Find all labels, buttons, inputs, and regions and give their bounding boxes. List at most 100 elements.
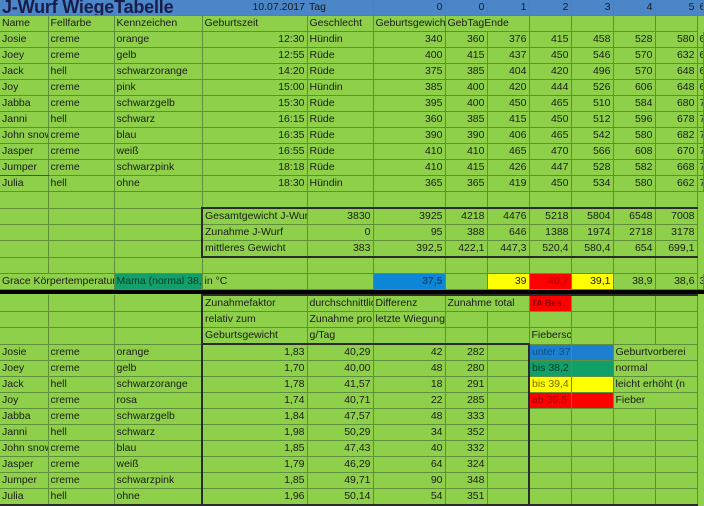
cell-differenz: 64 — [373, 456, 446, 473]
cell-geburtszeit: 18:30 — [202, 175, 308, 192]
summary-value-1: 95 — [373, 224, 446, 241]
cell-geschlecht: Rüde — [307, 143, 374, 160]
blank-cell — [487, 376, 530, 393]
cell-zunahme-total: 280 — [445, 360, 488, 377]
cell-fellfarbe: creme — [48, 456, 115, 473]
col-header-durchschnittliche: durchschnittliche — [307, 294, 374, 312]
day-label: Tag — [307, 0, 374, 16]
cell-weight-2: 419 — [487, 175, 530, 192]
temperature-value-5: 38,9 — [613, 273, 656, 290]
cell-geschlecht: Rüde — [307, 127, 374, 144]
day-number-6: 5 — [655, 0, 698, 16]
cell-weight-5: 596 — [613, 111, 656, 128]
cell-name: Joey — [0, 47, 49, 64]
cell-weight-5: 580 — [613, 127, 656, 144]
cell-name: Jabba — [0, 95, 49, 112]
blank-cell — [0, 208, 49, 225]
fever-range-2: bis 39,4 — [529, 376, 572, 393]
cell-weight-4: 496 — [571, 63, 614, 80]
blank-cell — [487, 472, 530, 489]
temperature-value-2: 39 — [487, 273, 530, 290]
cell-geburtszeit: 12:30 — [202, 31, 308, 48]
cell-weight-5: 570 — [613, 63, 656, 80]
blank-cell — [487, 327, 530, 345]
fever-swatch-0 — [571, 344, 614, 361]
blank-cell — [114, 295, 203, 312]
spacer-cell — [655, 191, 698, 209]
summary-value-2: 388 — [445, 224, 488, 241]
spacer-cell — [307, 191, 374, 209]
col-header-name: Name — [0, 15, 49, 32]
cell-name: Jasper — [0, 456, 49, 473]
summary-row-gesamtgewicht: Gesamtgewicht J-Wurf 3830 3925 4218 4476… — [0, 207, 704, 225]
blank-cell — [445, 311, 488, 328]
fever-swatch-2 — [571, 376, 614, 393]
blank-cell — [571, 327, 614, 345]
blank-cell — [655, 456, 698, 473]
blank-cell — [613, 294, 656, 312]
day-number-2: 1 — [487, 0, 530, 16]
spacer-cell — [655, 257, 698, 274]
cell-weight-3: 450 — [529, 111, 572, 128]
cell-name: Josie — [0, 344, 49, 361]
report-date: 10.07.2017 — [202, 0, 307, 16]
table2-header-row-3: Geburtsgewicht g/Tag Fieberscala — [0, 327, 704, 345]
cell-weight-6: 682 — [655, 127, 698, 144]
temperature-value-7: 38,5 — [697, 273, 704, 290]
col-header-differenz: Differenz — [373, 294, 446, 312]
summary-value-4: 5218 — [529, 207, 572, 225]
table-row: Janni hell schwarz 1,98 50,29 34 352 — [0, 424, 704, 441]
spacer-cell — [0, 191, 49, 209]
cell-kennzeichen: schwarzgelb — [114, 95, 203, 112]
cell-kennzeichen: weiß — [114, 456, 203, 473]
summary-value-1: 392,5 — [373, 240, 446, 258]
cell-weight-0: 395 — [373, 95, 446, 112]
cell-weight-4: 526 — [571, 79, 614, 96]
cell-zunahmefaktor: 1,85 — [201, 472, 308, 489]
cell-durchschnitt: 49,71 — [307, 472, 374, 489]
cell-fellfarbe: hell — [48, 63, 115, 80]
blank-cell — [571, 424, 614, 441]
blank-cell — [655, 472, 698, 489]
table-row: Joey creme gelb 1,70 40,00 48 280 bis 38… — [0, 360, 704, 377]
cell-geburtszeit: 16:35 — [202, 127, 308, 144]
cell-name: Jack — [0, 63, 49, 80]
col-header-fellfarbe: Fellfarbe — [48, 15, 115, 32]
cell-weight-4: 534 — [571, 175, 614, 192]
cell-weight-5: 608 — [613, 143, 656, 160]
cell-weight-1: 415 — [445, 47, 488, 64]
cell-zunahme-total: 282 — [445, 344, 488, 361]
cell-kennzeichen: blau — [114, 127, 203, 144]
cell-differenz: 18 — [373, 376, 446, 393]
cell-geburtszeit: 15:00 — [202, 79, 308, 96]
col-header-zunahme-total: Zunahme total — [445, 294, 530, 312]
cell-geburtszeit: 16:15 — [202, 111, 308, 128]
cell-zunahmefaktor: 1,84 — [201, 408, 308, 425]
cell-weight-1: 400 — [445, 79, 488, 96]
cell-weight-1: 410 — [445, 143, 488, 160]
cell-zunahmefaktor: 1,70 — [201, 360, 308, 377]
spacer-cell — [487, 257, 530, 274]
cell-weight-6: 580 — [655, 31, 698, 48]
cell-weight-5: 570 — [613, 47, 656, 64]
cell-differenz: 48 — [373, 408, 446, 425]
day-number-1: 0 — [445, 0, 488, 16]
cell-fellfarbe: creme — [48, 143, 115, 160]
blank-cell — [48, 240, 115, 258]
cell-weight-2: 404 — [487, 63, 530, 80]
blank-cell — [114, 311, 203, 328]
table-row: Joey creme gelb 12:55 Rüde 400 415 437 450 546 570… — [0, 47, 704, 64]
table-row: Josie creme orange 1,83 40,29 42 282 unt… — [0, 344, 704, 361]
fever-meaning-1: normal — [613, 360, 698, 377]
cell-zunahme-total: 324 — [445, 456, 488, 473]
cell-weight-7: 734 — [697, 143, 704, 160]
cell-fellfarbe: creme — [48, 31, 115, 48]
cell-durchschnitt: 47,57 — [307, 408, 374, 425]
blank-cell — [48, 224, 115, 241]
summary-row-zunahme: Zunahme J-Wurf 0 95 388 646 1388 1974 27… — [0, 224, 704, 241]
cell-kennzeichen: schwarzgelb — [114, 408, 203, 425]
cell-weight-0: 365 — [373, 175, 446, 192]
cell-weight-4: 528 — [571, 159, 614, 176]
black-separator-bar — [0, 289, 704, 295]
cell-geburtszeit: 18:18 — [202, 159, 308, 176]
